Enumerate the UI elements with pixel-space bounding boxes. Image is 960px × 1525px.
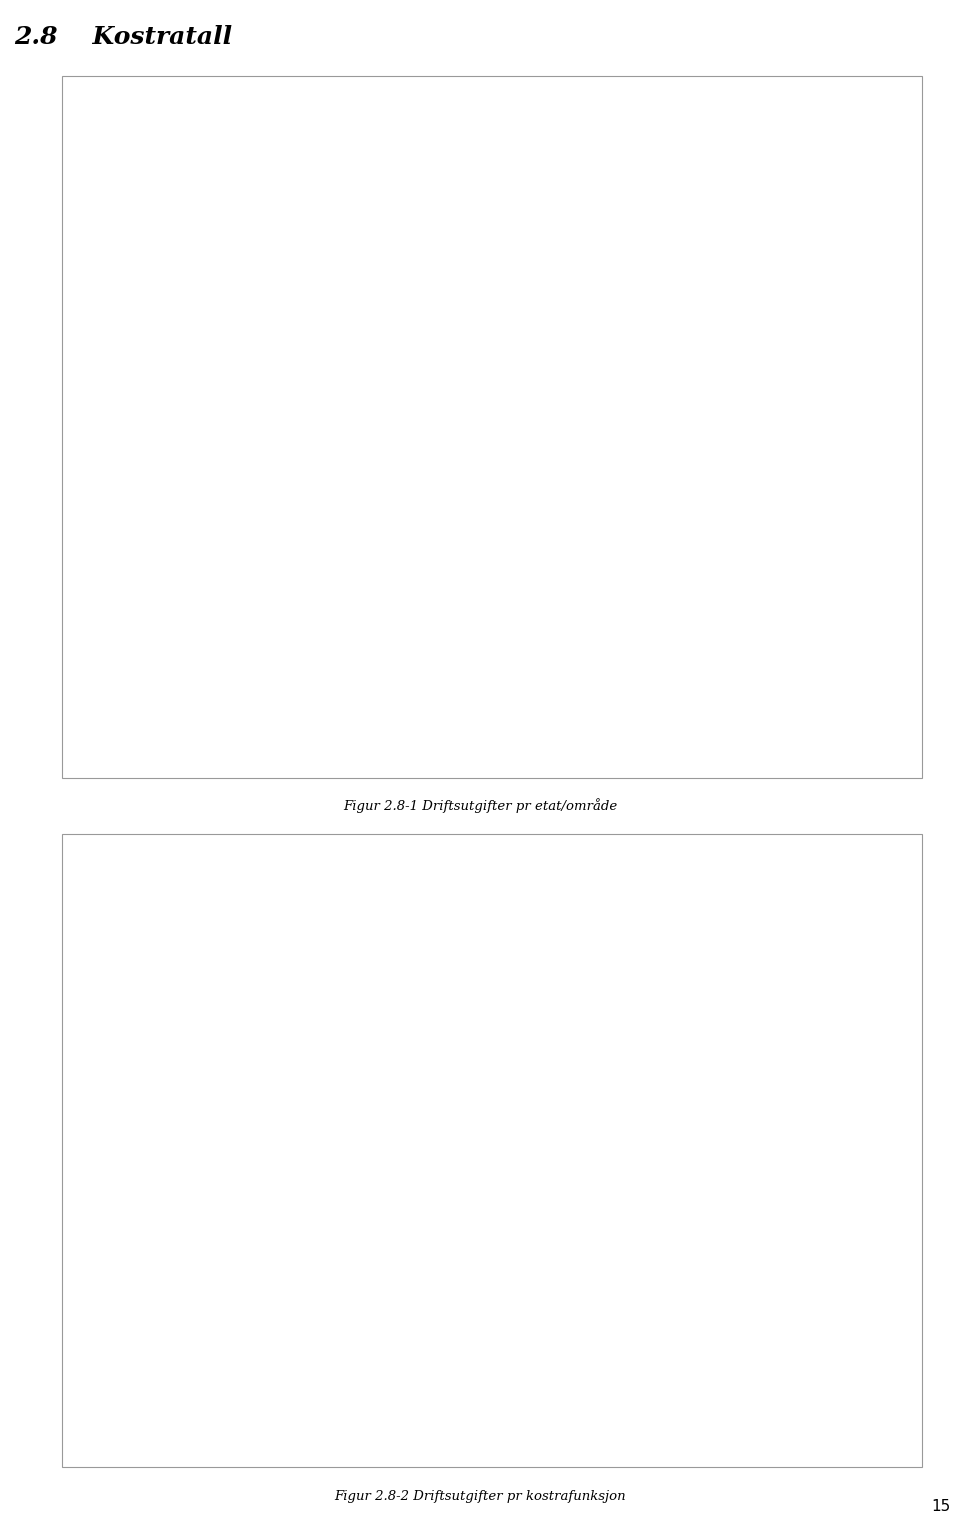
Wedge shape (348, 974, 470, 1162)
Wedge shape (470, 955, 582, 1162)
Text: Kommunehelse
4 %: Kommunehelse 4 % (451, 1368, 531, 1438)
Wedge shape (296, 1002, 470, 1162)
Wedge shape (449, 220, 470, 442)
Text: Samferdsel
1 %: Samferdsel 1 % (466, 892, 525, 959)
Text: Adm, styring og fellesutg
9 %: Adm, styring og fellesutg 9 % (653, 1002, 796, 1042)
Wedge shape (382, 970, 470, 1162)
Wedge shape (274, 1074, 470, 1162)
Text: Barnehager
11 %: Barnehager 11 % (653, 509, 797, 531)
Text: Kirken
1 %: Kirken 1 % (158, 427, 254, 470)
Text: Figur 2.8-2 Driftsutgifter pr kostrafunksjon: Figur 2.8-2 Driftsutgifter pr kostrafunk… (334, 1490, 626, 1502)
Text: Teknisk etat
14 %: Teknisk etat 14 % (165, 293, 315, 316)
Text: Selvkost
6 %: Selvkost 6 % (347, 160, 417, 229)
Wedge shape (253, 244, 470, 442)
Wedge shape (464, 220, 470, 442)
Text: Vann, avløp, renov./avfall
5 %: Vann, avløp, renov./avfall 5 % (159, 1031, 300, 1075)
Wedge shape (248, 406, 470, 447)
Text: Brann og ulykkesvern
1 %: Brann og ulykkesvern 1 % (575, 913, 689, 976)
Text: Kirke
1 %: Kirke 1 % (428, 892, 454, 959)
Wedge shape (394, 965, 470, 1162)
Wedge shape (406, 958, 470, 1162)
Text: Kultur
3 %: Kultur 3 % (364, 898, 413, 962)
Text: Sentraladm
6 %: Sentraladm 6 % (519, 169, 663, 230)
Wedge shape (470, 235, 564, 442)
Text: Forretningsdrift
1 %: Forretningsdrift 1 % (449, 146, 536, 224)
Wedge shape (263, 1098, 470, 1363)
Text: Næring
2 %: Næring 2 % (558, 923, 606, 962)
Text: Helseetaten
34 %: Helseetaten 34 % (314, 621, 444, 654)
Text: 15: 15 (931, 1499, 950, 1514)
Text: Grunnskoleopplæring
29 %: Grunnskoleopplæring 29 % (657, 1241, 792, 1272)
Wedge shape (251, 392, 470, 442)
Wedge shape (432, 955, 470, 1162)
Text: Fellesposter
1 %: Fellesposter 1 % (486, 169, 629, 226)
Wedge shape (470, 220, 552, 442)
Wedge shape (470, 987, 671, 1162)
Text: Bbolig
2 %: Bbolig 2 % (520, 898, 569, 961)
Wedge shape (248, 442, 592, 665)
Wedge shape (283, 1051, 470, 1162)
Wedge shape (338, 994, 470, 1162)
Wedge shape (419, 1162, 470, 1369)
Wedge shape (470, 442, 683, 628)
Wedge shape (470, 241, 693, 509)
Text: 2.8    Kostratall: 2.8 Kostratall (14, 24, 232, 49)
Text: Barnehage
12 %: Barnehage 12 % (669, 1110, 764, 1132)
Text: Fys.
planl./kult.minne/natur/nærmiljø
1 %: Fys. planl./kult.minne/natur/nærmiljø 1 … (209, 949, 379, 1000)
Wedge shape (457, 955, 470, 1162)
Text: Pleie og omsorg
26 %: Pleie og omsorg 26 % (211, 1321, 346, 1344)
Wedge shape (370, 221, 470, 442)
Title: Driftsutgifter pr etat/område: Driftsutgifter pr etat/område (324, 128, 617, 148)
Wedge shape (470, 1110, 678, 1369)
Text: Skoleetaten
23 %: Skoleetaten 23 % (671, 339, 793, 386)
Text: Sosialtjeneste
2 %: Sosialtjeneste 2 % (168, 1214, 284, 1261)
Title: Brutto driftsutgifter pr kostrafunksjon: Brutto driftsutgifter pr kostrafunksjon (290, 869, 651, 888)
Text: Barnevern
2 %: Barnevern 2 % (178, 1113, 288, 1179)
Text: Finans
0 %: Finans 0 % (524, 160, 560, 224)
Text: Kulturetaten
3 %: Kulturetaten 3 % (146, 572, 292, 598)
Text: Figur 2.8-1 Driftsutgifter pr etat/område: Figur 2.8-1 Driftsutgifter pr etat/områd… (343, 798, 617, 813)
